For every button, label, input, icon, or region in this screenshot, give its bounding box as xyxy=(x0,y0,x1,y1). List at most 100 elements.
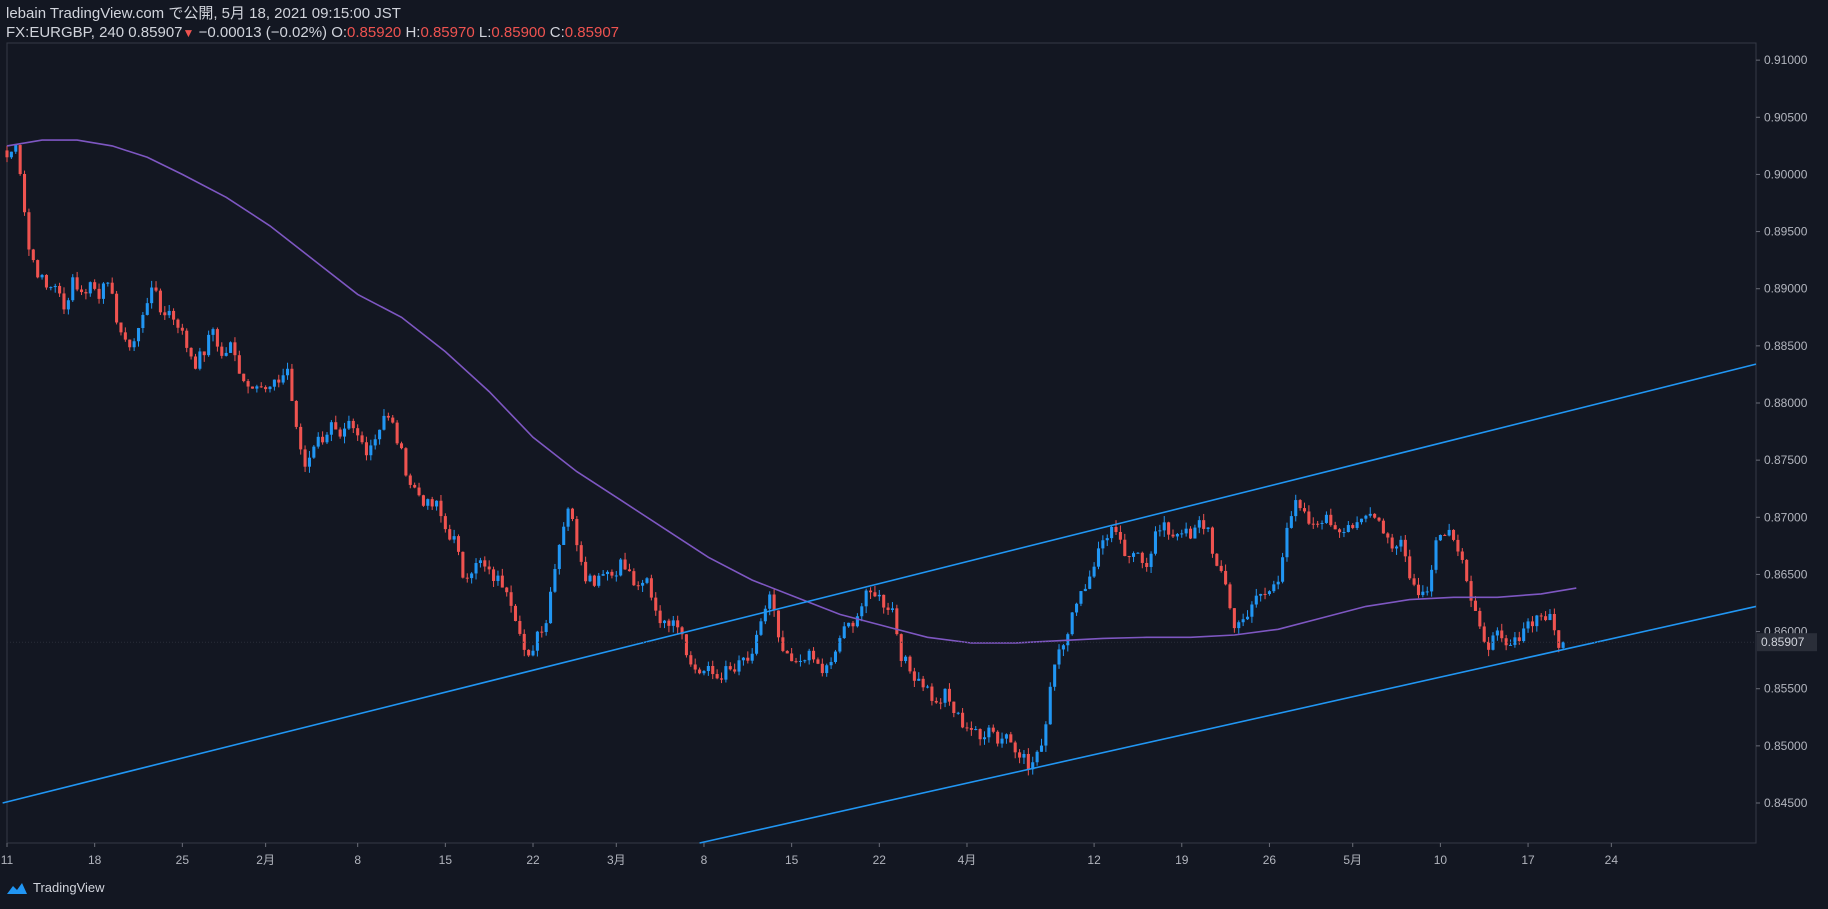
candle-body xyxy=(167,310,171,316)
candle-body xyxy=(895,608,899,635)
candle-body xyxy=(88,282,92,294)
candle-body xyxy=(154,287,158,291)
candle-body xyxy=(1359,518,1364,523)
candle-body xyxy=(202,351,206,356)
candle-body xyxy=(1110,526,1114,539)
candle-body xyxy=(785,650,789,654)
candle-body xyxy=(1294,500,1298,517)
candle-body xyxy=(470,573,474,579)
candle-body xyxy=(307,457,311,467)
time-tick-label: 26 xyxy=(1263,853,1277,867)
candle-body xyxy=(44,274,48,288)
candle-body xyxy=(566,508,570,527)
open-label: O: xyxy=(331,24,348,41)
candle-body xyxy=(224,352,228,356)
candle-body xyxy=(812,650,816,660)
candle-body xyxy=(790,653,794,662)
candle-body xyxy=(1105,538,1109,541)
candle-body xyxy=(356,428,360,436)
price-tick-label: 0.90500 xyxy=(1764,110,1808,124)
candle-body xyxy=(1552,613,1556,631)
high-value: 0.85970 xyxy=(420,24,475,41)
candle-body xyxy=(1044,724,1048,746)
candle-body xyxy=(877,594,881,597)
tradingview-brand[interactable]: TradingView xyxy=(6,880,105,895)
time-tick-label: 17 xyxy=(1521,853,1535,867)
candle-body xyxy=(1311,523,1315,525)
candle-body xyxy=(1224,570,1228,585)
candle-body xyxy=(1210,527,1214,554)
candle-body xyxy=(1228,584,1232,609)
candle-body xyxy=(1421,591,1425,596)
price-tick-label: 0.85500 xyxy=(1764,682,1808,696)
candle-body xyxy=(1298,500,1302,509)
candle-body xyxy=(961,712,965,728)
candle-body xyxy=(1167,522,1171,535)
tradingview-logo-icon xyxy=(7,882,27,894)
candle-body xyxy=(676,620,680,628)
candle-body xyxy=(290,368,294,401)
candle-body xyxy=(347,420,351,429)
candle-body xyxy=(237,355,241,374)
candle-body xyxy=(1132,553,1136,557)
candle-body xyxy=(1460,551,1464,560)
candle-body xyxy=(79,289,84,293)
candle-body xyxy=(426,499,430,506)
price-tick-label: 0.88000 xyxy=(1764,396,1808,410)
trendlines-layer[interactable] xyxy=(2,363,1757,844)
candle-body xyxy=(899,634,903,661)
candle-body xyxy=(579,545,583,562)
last-price-label: 0.85907 xyxy=(1761,635,1805,649)
candle-body xyxy=(132,341,136,348)
candle-body xyxy=(487,566,491,570)
price-axis[interactable]: 0.91000 0.90500 0.90000 0.89500 0.89000 0.885… xyxy=(1755,43,1808,843)
candle-body xyxy=(115,293,119,323)
candle-body xyxy=(1184,528,1188,534)
candle-body xyxy=(193,356,198,369)
price-change: −0.00013 (−0.02%) xyxy=(198,24,328,41)
candle-body xyxy=(110,282,114,294)
candle-body xyxy=(1504,638,1508,646)
candle-body xyxy=(820,663,824,674)
candle-body xyxy=(1482,626,1486,642)
candle-body xyxy=(1495,630,1499,636)
candle-body xyxy=(614,575,618,577)
candle-body xyxy=(1193,527,1197,539)
time-tick-label: 19 xyxy=(1175,853,1189,867)
candle-body xyxy=(952,701,956,714)
candle-body xyxy=(851,622,855,627)
time-axis[interactable]: 11 18 25 2月 8 15 22 3月 8 15 22 4月 12 19 26 5月 10 17 24 xyxy=(1,843,1619,867)
candle-body xyxy=(746,657,750,661)
candle-body xyxy=(794,661,798,663)
candle-body xyxy=(1425,591,1429,593)
candle-body xyxy=(842,626,846,639)
candle-body xyxy=(925,686,930,688)
price-tick-label: 0.90000 xyxy=(1764,167,1808,181)
candle-body xyxy=(106,282,110,284)
candle-body xyxy=(772,594,776,611)
candle-body xyxy=(549,591,553,624)
candle-body xyxy=(641,582,645,586)
ohlc-legend: FX:EURGBP, 240 0.85907▼ −0.00013 (−0.02%… xyxy=(6,23,619,43)
candle-body xyxy=(864,590,868,607)
candle-body xyxy=(1508,644,1513,646)
candle-body xyxy=(71,277,75,301)
candle-body xyxy=(259,386,263,388)
candle-body xyxy=(1136,552,1140,554)
candle-body xyxy=(1206,527,1210,529)
candle-body xyxy=(816,659,820,664)
candle-body xyxy=(693,664,697,670)
candle-body xyxy=(855,616,859,627)
time-tick-label: 22 xyxy=(526,853,540,867)
candle-body xyxy=(904,656,908,661)
candle-body xyxy=(1188,528,1193,539)
candle-body xyxy=(325,434,329,443)
candle-body xyxy=(1430,569,1434,592)
candle-body xyxy=(1346,525,1350,533)
candle-body xyxy=(1149,553,1153,567)
time-tick-label: 8 xyxy=(701,853,708,867)
candle-body xyxy=(1079,591,1083,604)
candle-body xyxy=(294,400,298,427)
candle-body xyxy=(1399,539,1403,547)
